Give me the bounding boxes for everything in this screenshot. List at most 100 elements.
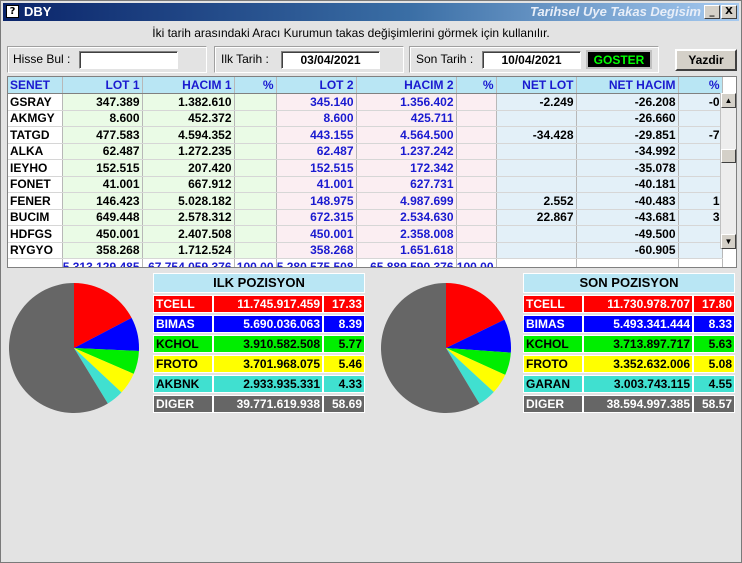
pie-slice-bimas [74, 317, 140, 351]
table-cell: 65.889.590.376 [356, 258, 457, 267]
table-cell [496, 143, 577, 160]
scroll-up-icon[interactable]: ▲ [721, 93, 736, 108]
table-cell: -40.181 [576, 176, 679, 193]
table-cell: 452.372 [142, 110, 235, 127]
table-cell: 1.272.235 [142, 143, 235, 160]
table-cell [234, 209, 277, 226]
grid-total-row[interactable]: 5.313.129.485 67.754.059.376 100,00 5.280.5… [8, 258, 723, 267]
table-row[interactable]: HDFGS 450.001 2.407.508 450.001 2.358.008 -49… [8, 225, 723, 243]
table-cell: 1.356.402 [356, 93, 457, 111]
column-header[interactable]: NET HACIM [576, 77, 679, 94]
position-percent: 58.57 [693, 395, 735, 413]
column-header[interactable]: SENET [8, 77, 63, 94]
scroll-thumb[interactable] [721, 149, 736, 163]
table-cell [678, 143, 723, 160]
hisse-search-input[interactable] [79, 51, 178, 69]
table-cell: 649.448 [62, 209, 143, 226]
table-row[interactable]: FENER 146.423 5.028.182 148.975 4.987.699 2.5… [8, 192, 723, 210]
column-header[interactable]: % [678, 77, 723, 94]
table-cell [678, 258, 723, 267]
position-percent: 4.33 [323, 375, 365, 393]
column-header[interactable]: % [234, 77, 277, 94]
son-pozisyon-title: SON POZISYON [523, 273, 735, 293]
table-cell: 4.987.699 [356, 192, 457, 210]
position-value: 5.690.036.063 [213, 315, 323, 333]
table-cell: 1.382.610 [142, 93, 235, 111]
position-symbol: TCELL [523, 295, 583, 313]
scroll-down-icon[interactable]: ▼ [721, 234, 736, 249]
table-cell: 152.515 [62, 159, 143, 177]
table-cell: FENER [8, 192, 63, 210]
table-cell [456, 209, 497, 226]
table-row[interactable]: ALKA 62.487 1.272.235 62.487 1.237.242 -34.99… [8, 143, 723, 160]
table-cell [678, 176, 723, 193]
position-value: 39.771.619.938 [213, 395, 323, 413]
table-cell [234, 143, 277, 160]
table-cell [456, 93, 497, 111]
position-percent: 5.77 [323, 335, 365, 353]
table-cell: 2.534.630 [356, 209, 457, 226]
table-cell: 1.712.524 [142, 242, 235, 259]
table-cell: 1 [678, 192, 723, 210]
position-symbol: TCELL [153, 295, 213, 313]
app-icon[interactable]: ? [6, 5, 19, 18]
position-value: 11.745.917.459 [213, 295, 323, 313]
column-header[interactable]: NET LOT [496, 77, 577, 94]
position-value: 3.701.968.075 [213, 355, 323, 373]
column-header[interactable]: % [456, 77, 497, 94]
column-header[interactable]: LOT 1 [62, 77, 143, 94]
table-cell [234, 242, 277, 259]
table-row[interactable]: FONET 41.001 667.912 41.001 627.731 -40.181 [8, 176, 723, 193]
column-header[interactable]: HACIM 1 [142, 77, 235, 94]
table-cell: 172.342 [356, 159, 457, 177]
table-row[interactable]: GSRAY 347.389 1.382.610 345.140 1.356.402 -2.… [8, 93, 723, 111]
table-cell: -43.681 [576, 209, 679, 226]
ilk-pozisyon-title: ILK POZISYON [153, 273, 365, 293]
table-cell: 443.155 [276, 126, 357, 144]
table-row[interactable]: IEYHO 152.515 207.420 152.515 172.342 -35.078 [8, 159, 723, 177]
table-row[interactable]: RYGYO 358.268 1.712.524 358.268 1.651.618 -60… [8, 242, 723, 259]
table-cell [678, 225, 723, 243]
column-header[interactable]: LOT 2 [276, 77, 357, 94]
table-cell: 148.975 [276, 192, 357, 210]
takas-grid[interactable]: SENET LOT 1 HACIM 1% LOT 2 HACIM 2% NET LOT NE… [7, 76, 737, 268]
position-percent: 5.46 [323, 355, 365, 373]
table-cell: IEYHO [8, 159, 63, 177]
table-row[interactable]: TATGD 477.583 4.594.352 443.155 4.564.500 -34… [8, 126, 723, 144]
yazdir-button[interactable]: Yazdir [675, 49, 737, 71]
table-cell: -49.500 [576, 225, 679, 243]
table-cell: 347.389 [62, 93, 143, 111]
table-cell [234, 110, 277, 127]
goster-button[interactable]: GOSTER [586, 50, 652, 69]
position-symbol: BIMAS [523, 315, 583, 333]
table-cell: 358.268 [276, 242, 357, 259]
table-row[interactable]: BUCIM 649.448 2.578.312 672.315 2.534.630 22.… [8, 209, 723, 226]
position-value: 2.933.935.331 [213, 375, 323, 393]
table-cell: -7 [678, 126, 723, 144]
close-button[interactable]: X [721, 5, 737, 19]
table-cell: 477.583 [62, 126, 143, 144]
ilk-tarih-group [214, 46, 404, 73]
position-percent: 8.33 [693, 315, 735, 333]
position-row-akbnk: AKBNK 2.933.935.331 4.33 [153, 375, 365, 393]
grid-vertical-scrollbar[interactable]: ▲ ▼ [720, 93, 736, 249]
table-cell [234, 126, 277, 144]
position-value: 3.352.632.006 [583, 355, 693, 373]
ilk-tarih-label: Ilk Tarih : [221, 52, 269, 66]
table-row[interactable]: AKMGY 8.600 452.372 8.600 425.711 -26.660 [8, 110, 723, 127]
table-cell: -35.078 [576, 159, 679, 177]
table-cell: 62.487 [276, 143, 357, 160]
minimize-button[interactable]: _ [704, 5, 720, 19]
table-cell [496, 225, 577, 243]
table-cell [678, 242, 723, 259]
position-symbol: AKBNK [153, 375, 213, 393]
table-cell: 3 [678, 209, 723, 226]
window-title: DBY [24, 4, 52, 19]
table-cell: 100,00 [456, 258, 497, 267]
pie-slice-tcell [74, 283, 132, 348]
son-tarih-input[interactable]: 10/04/2021 [482, 51, 581, 69]
title-bar[interactable]: ? DBY Tarihsel Uye Takas Degisim _ X [3, 3, 739, 21]
column-header[interactable]: HACIM 2 [356, 77, 457, 94]
table-cell: 146.423 [62, 192, 143, 210]
ilk-tarih-input[interactable]: 03/04/2021 [281, 51, 380, 69]
